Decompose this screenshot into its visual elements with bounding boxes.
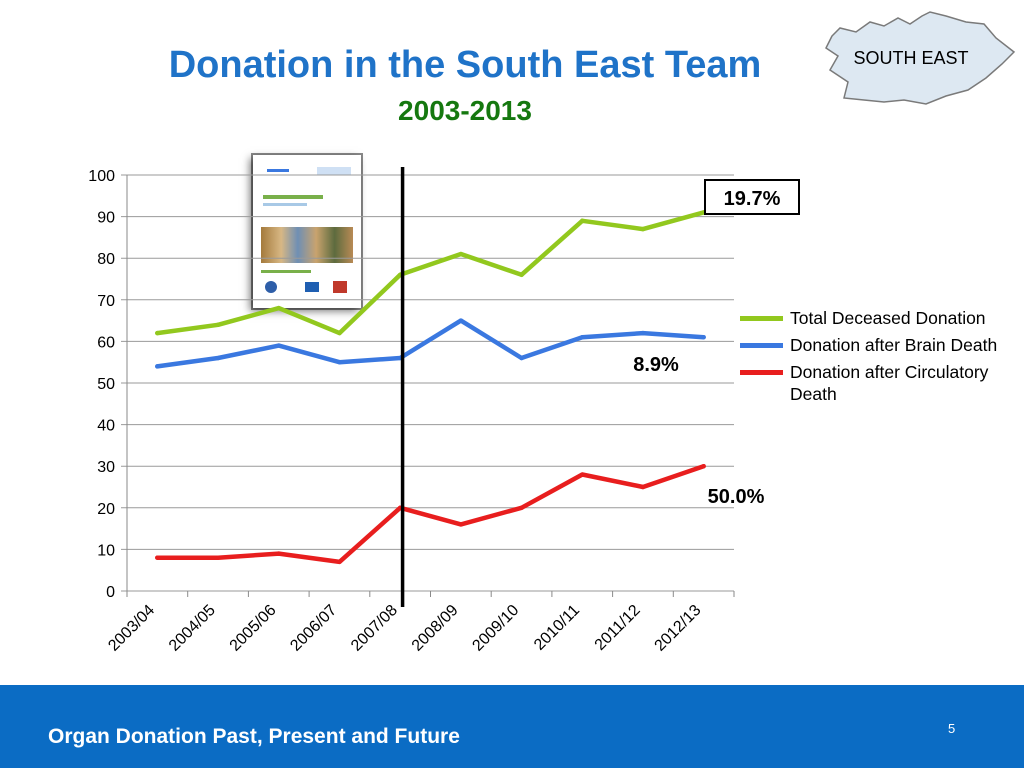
data-point-total-deceased-donation xyxy=(337,330,342,336)
x-tick-label: 2012/13 xyxy=(652,602,705,655)
slide-subtitle: 2003-2013 xyxy=(398,95,532,126)
south-east-map-icon xyxy=(825,11,1016,105)
x-tick-label: 2009/10 xyxy=(469,602,522,655)
data-point-total-deceased-donation xyxy=(155,330,160,336)
x-tick-label: 2011/12 xyxy=(592,602,644,654)
y-tick-label: 50 xyxy=(97,376,115,393)
legend-item-brain-death: Donation after Brain Death xyxy=(740,334,1010,356)
data-point-donation-after-circulatory-death xyxy=(215,555,221,560)
data-point-donation-after-brain-death xyxy=(215,355,221,361)
series-line-donation-after-circulatory-death xyxy=(155,463,706,565)
data-point-donation-after-circulatory-death xyxy=(519,505,524,510)
data-point-donation-after-brain-death xyxy=(276,343,281,348)
x-tick-label: 2010/11 xyxy=(531,602,583,654)
y-tick-label: 70 xyxy=(97,293,115,310)
data-point-donation-after-brain-death xyxy=(155,364,160,369)
slide-title: Donation in the South East Team xyxy=(168,44,762,86)
legend-label: Donation after Circulatory Death xyxy=(790,362,989,404)
data-point-donation-after-brain-death xyxy=(519,355,524,361)
series-line-total-deceased-donation xyxy=(155,210,706,336)
x-tick-label: 2005/06 xyxy=(227,602,280,655)
data-point-donation-after-circulatory-death xyxy=(640,484,646,490)
data-point-donation-after-brain-death xyxy=(701,335,706,340)
legend-item-total-deceased: Total Deceased Donation xyxy=(740,307,1010,329)
legend-item-circulatory-death: Donation after Circulatory Death xyxy=(740,361,1010,405)
legend-swatch-circulatory-death xyxy=(740,370,783,375)
data-point-donation-after-circulatory-death xyxy=(458,522,464,527)
x-tick-label: 2003/04 xyxy=(105,602,158,655)
series-line-donation-after-brain-death xyxy=(155,318,706,369)
annotation-box xyxy=(704,179,800,215)
region-label: SOUTH EAST xyxy=(853,48,969,68)
data-point-donation-after-brain-death xyxy=(640,330,646,336)
y-tick-label: 100 xyxy=(88,168,115,185)
footer-bar: Organ Donation Past, Present and Future … xyxy=(0,685,1024,768)
data-point-donation-after-circulatory-death xyxy=(155,555,160,560)
donation-line-chart: 0 10 20 30 40 50 60 70 80 90 100 2003/04 2004/05 2005… xyxy=(88,167,800,655)
data-point-donation-after-brain-death xyxy=(580,335,585,340)
y-tick-label: 90 xyxy=(97,210,115,227)
y-tick-label: 40 xyxy=(97,418,115,435)
data-point-donation-after-circulatory-death xyxy=(701,464,706,469)
data-point-total-deceased-donation xyxy=(458,251,464,257)
annotation-label: 8.9% xyxy=(633,354,679,376)
data-point-total-deceased-donation xyxy=(215,322,221,327)
y-tick-label: 0 xyxy=(106,584,115,601)
y-tick-label: 30 xyxy=(97,459,115,476)
x-tick-label: 2007/08 xyxy=(348,602,401,655)
page-number: 5 xyxy=(948,721,956,736)
data-point-total-deceased-donation xyxy=(640,226,646,232)
y-tick-label: 20 xyxy=(97,501,115,518)
data-point-donation-after-brain-death xyxy=(458,318,464,323)
organs-for-transplants-booklet-image xyxy=(253,155,361,308)
x-tick-label: 2004/05 xyxy=(166,602,219,655)
legend-label: Donation after Brain Death xyxy=(790,335,998,355)
annotation-label: 19.7% xyxy=(724,188,781,210)
y-tick-label: 80 xyxy=(97,251,115,268)
data-point-total-deceased-donation xyxy=(519,272,524,278)
chart-legend: Total Deceased Donation Donation after B… xyxy=(740,307,1010,410)
y-tick-label: 10 xyxy=(97,542,115,559)
data-point-donation-after-circulatory-death xyxy=(580,472,585,477)
legend-label: Total Deceased Donation xyxy=(790,308,986,328)
legend-swatch-brain-death xyxy=(740,343,783,348)
annotation-label: 50.0% xyxy=(708,486,765,508)
data-point-donation-after-circulatory-death xyxy=(337,559,342,565)
data-point-total-deceased-donation xyxy=(276,305,281,311)
y-tick-label: 60 xyxy=(97,334,115,351)
data-point-total-deceased-donation xyxy=(580,218,585,223)
data-point-donation-after-circulatory-death xyxy=(276,551,281,556)
x-tick-label: 2006/07 xyxy=(287,602,340,655)
footer-title: Organ Donation Past, Present and Future xyxy=(48,725,460,748)
legend-swatch-total-deceased xyxy=(740,316,783,321)
data-point-donation-after-brain-death xyxy=(337,360,342,365)
x-tick-label: 2008/09 xyxy=(409,602,462,655)
